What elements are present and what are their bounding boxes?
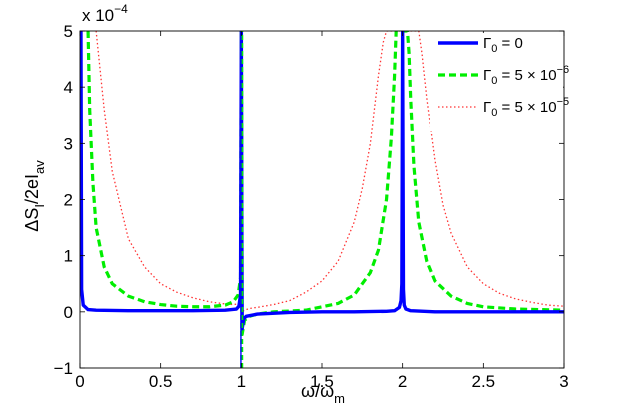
x-axis-label-sub: m bbox=[334, 391, 345, 406]
y-axis-label-sub1: I bbox=[32, 204, 47, 208]
legend-label-2: Γ0 = 5 × 10−6 bbox=[483, 64, 569, 87]
x-axis-label-main: ω/ω bbox=[301, 381, 334, 401]
y-tick-label: 0 bbox=[64, 303, 73, 322]
x-tick-label: 2.5 bbox=[472, 372, 496, 391]
x-tick-label: 0.5 bbox=[149, 372, 173, 391]
legend: Γ0 = 0 Γ0 = 5 × 10−6 Γ0 = 5 × 10−5 bbox=[430, 33, 569, 131]
series-line-2 bbox=[86, 31, 564, 336]
y-multiplier-base: x 10 bbox=[82, 6, 114, 25]
x-axis-label: ω/ωm bbox=[301, 381, 345, 406]
legend-label-1: Γ0 = 0 bbox=[483, 35, 523, 55]
x-tick-label: 1.5 bbox=[310, 372, 334, 391]
y-axis-label-sub2: av bbox=[32, 160, 47, 174]
y-multiplier-exp: −4 bbox=[114, 2, 128, 16]
y-multiplier: x 10−4 bbox=[82, 2, 128, 25]
x-tick-label: 0 bbox=[75, 372, 84, 391]
y-tick-label: −1 bbox=[54, 359, 73, 378]
y-axis-label-main: ΔS bbox=[22, 208, 42, 232]
x-tick-label: 2 bbox=[398, 372, 407, 391]
y-tick-label: 3 bbox=[64, 134, 73, 153]
series-line-1 bbox=[80, 31, 564, 331]
x-tick-label: 3 bbox=[559, 372, 568, 391]
x-tick-label: 1 bbox=[237, 372, 246, 391]
legend-box bbox=[430, 33, 563, 131]
y-tick-label: 5 bbox=[64, 22, 73, 41]
y-axis-label-mid: /2eI bbox=[22, 174, 42, 204]
y-axis-label: ΔSI/2eIav bbox=[22, 160, 47, 232]
series-layer bbox=[80, 31, 564, 368]
y-tick-label: 1 bbox=[64, 247, 73, 266]
y-tick-label: 2 bbox=[64, 191, 73, 210]
legend-label-3: Γ0 = 5 × 10−5 bbox=[483, 96, 569, 119]
y-tick-label: 4 bbox=[64, 78, 73, 97]
